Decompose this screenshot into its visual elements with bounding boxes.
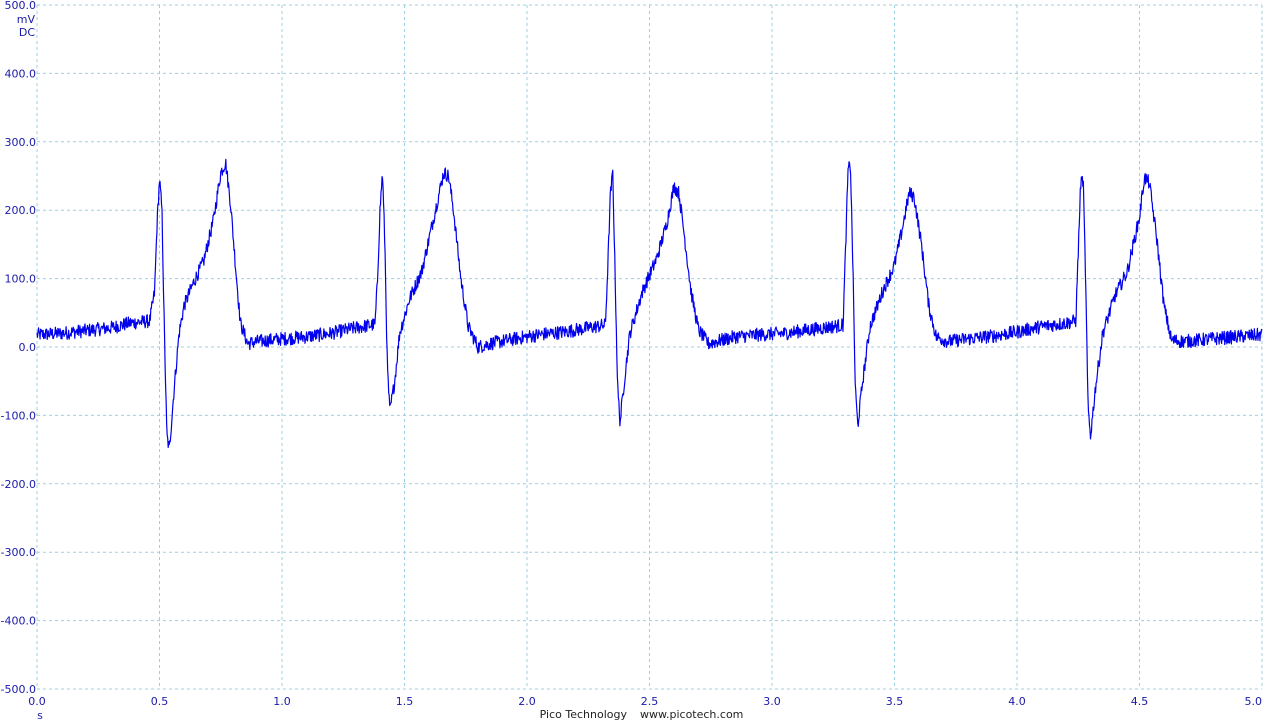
y-tick-label: -400.0	[1, 615, 36, 628]
y-tick-label: -200.0	[1, 478, 36, 491]
footer-url: www.picotech.com	[640, 708, 743, 720]
y-tick-label: 200.0	[5, 204, 37, 217]
x-tick-label: 4.5	[1131, 695, 1149, 708]
x-tick-label: 1.0	[273, 695, 291, 708]
x-tick-label: 2.5	[641, 695, 659, 708]
axis-labels: 0.0 0.5 1.0 1.5 2.0 2.5 3.0 3.5 4.0 4.5 5.0 500.0 40…	[1, 0, 1262, 708]
y-tick-label: 100.0	[5, 273, 37, 286]
y-tick-label: 0.0	[19, 341, 37, 354]
x-unit-label: s	[37, 709, 43, 720]
x-tick-label: 5.0	[1245, 695, 1263, 708]
y-tick-label: 300.0	[5, 136, 37, 149]
x-tick-label: 4.0	[1008, 695, 1026, 708]
x-tick-label: 3.5	[886, 695, 904, 708]
y-tick-label: -300.0	[1, 546, 36, 559]
grid	[36, 4, 1263, 690]
y-tick-label: 400.0	[5, 67, 37, 80]
trace	[36, 158, 1263, 449]
x-tick-label: 0.0	[28, 695, 46, 708]
x-tick-label: 1.5	[396, 695, 414, 708]
y-unit-label: mV	[17, 13, 36, 26]
series-line-trace	[36, 158, 1263, 449]
footer-brand: Pico Technology	[540, 708, 628, 720]
y-tick-label: 500.0	[5, 0, 37, 12]
y-tick-label: -100.0	[1, 409, 36, 422]
x-tick-label: 3.0	[763, 695, 781, 708]
coupling-label: DC	[19, 26, 35, 39]
x-tick-label: 0.5	[151, 695, 169, 708]
x-tick-label: 2.0	[518, 695, 536, 708]
y-tick-label: -500.0	[1, 683, 36, 696]
